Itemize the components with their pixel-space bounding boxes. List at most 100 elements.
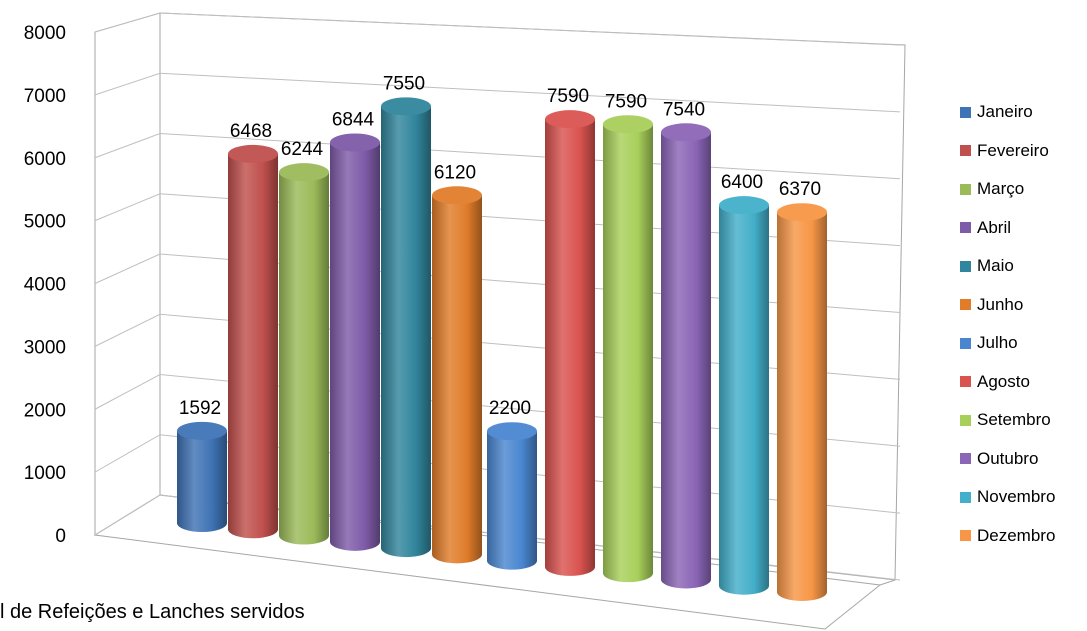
gridlines bbox=[94, 12, 901, 581]
legend-swatch bbox=[960, 491, 971, 503]
gridline bbox=[94, 373, 901, 447]
data-label: 1592 bbox=[179, 398, 221, 419]
bar-body bbox=[432, 195, 482, 564]
bar-top bbox=[381, 97, 431, 116]
bar-body bbox=[661, 132, 711, 589]
y-tick-label: 4000 bbox=[24, 275, 66, 296]
legend-swatch bbox=[960, 145, 971, 157]
y-axis-ticks: 0 1000 2000 3000 4000 5000 6000 7000 8000 bbox=[24, 23, 66, 547]
legend-label: Julho bbox=[977, 333, 1018, 353]
bar-top bbox=[432, 186, 482, 205]
legend-item-maio: Maio bbox=[960, 247, 1087, 286]
legend-label: Novembro bbox=[977, 487, 1056, 507]
bar-outubro bbox=[661, 123, 711, 589]
data-label: 6244 bbox=[281, 139, 324, 160]
legend-label: Outubro bbox=[977, 448, 1039, 468]
bar-maio bbox=[381, 97, 431, 558]
bar-body bbox=[228, 153, 278, 539]
bar-fevereiro bbox=[228, 144, 278, 539]
legend-item-agosto: Agosto bbox=[960, 363, 1087, 402]
y-tick-label: 1000 bbox=[24, 463, 66, 484]
bar-body bbox=[777, 212, 827, 601]
data-label: 7540 bbox=[663, 99, 705, 120]
legend-item-novembro: Novembro bbox=[960, 478, 1087, 517]
legend-label: Março bbox=[977, 179, 1025, 199]
legend: Janeiro Fevereiro Março Abril Maio Junho Julho… bbox=[960, 93, 1087, 555]
legend-item-setembro: Setembro bbox=[960, 401, 1087, 440]
data-label: 2200 bbox=[489, 398, 531, 419]
bar-top bbox=[661, 123, 711, 142]
bar-body bbox=[279, 172, 329, 545]
data-label: 7550 bbox=[383, 73, 425, 94]
bar-top bbox=[279, 163, 329, 182]
chart-caption: l de Refeições e Lanches servidos bbox=[0, 601, 305, 623]
y-tick-label: 0 bbox=[55, 526, 66, 547]
bar-novembro bbox=[719, 196, 769, 595]
legend-label: Dezembro bbox=[977, 525, 1056, 545]
bar-abril bbox=[330, 133, 380, 551]
data-label: 6120 bbox=[434, 162, 476, 183]
legend-item-abril: Abril bbox=[960, 209, 1087, 248]
bar-top bbox=[545, 110, 595, 129]
data-label: 7590 bbox=[547, 86, 589, 107]
gridline bbox=[94, 72, 901, 113]
bar-body bbox=[603, 124, 653, 583]
data-labels: 1592 6468 6244 6844 7550 6120 2200 7590 7590 7540… bbox=[179, 73, 821, 419]
legend-label: Junho bbox=[977, 294, 1024, 314]
bar-top bbox=[177, 421, 227, 440]
bar-body bbox=[330, 142, 380, 551]
gridline bbox=[94, 12, 901, 46]
legend-label: Janeiro bbox=[977, 102, 1033, 122]
legend-item-fevereiro: Fevereiro bbox=[960, 132, 1087, 171]
bar-body bbox=[381, 106, 431, 558]
legend-label: Maio bbox=[977, 256, 1014, 276]
data-label: 6400 bbox=[721, 172, 763, 193]
bar-janeiro bbox=[177, 421, 227, 532]
legend-swatch bbox=[960, 260, 971, 272]
legend-swatch bbox=[960, 106, 971, 118]
floor-edge bbox=[879, 579, 896, 586]
legend-item-outubro: Outubro bbox=[960, 440, 1087, 479]
legend-item-março: Março bbox=[960, 170, 1087, 209]
legend-swatch bbox=[960, 414, 971, 426]
legend-item-janeiro: Janeiro bbox=[960, 93, 1087, 132]
legend-item-julho: Julho bbox=[960, 324, 1087, 363]
bar-top bbox=[603, 115, 653, 134]
legend-swatch bbox=[960, 376, 971, 388]
y-tick-label: 8000 bbox=[24, 23, 66, 44]
legend-swatch bbox=[960, 183, 971, 195]
legend-swatch bbox=[960, 337, 971, 349]
gridline bbox=[94, 313, 901, 380]
data-label: 6844 bbox=[332, 109, 375, 130]
legend-label: Fevereiro bbox=[977, 140, 1049, 160]
bar-body bbox=[177, 430, 227, 532]
bars bbox=[177, 97, 827, 601]
gridline bbox=[94, 494, 901, 581]
bar-top bbox=[487, 422, 537, 441]
bar-body bbox=[487, 431, 537, 570]
y-tick-label: 7000 bbox=[24, 86, 66, 107]
bar-top bbox=[330, 133, 380, 152]
bar-body bbox=[719, 205, 769, 595]
legend-label: Agosto bbox=[977, 371, 1030, 391]
bar-março bbox=[279, 163, 329, 545]
gridline bbox=[94, 434, 901, 514]
bar-top bbox=[228, 144, 278, 163]
y-tick-label: 2000 bbox=[24, 400, 66, 421]
bar-setembro bbox=[603, 115, 653, 583]
bar-dezembro bbox=[777, 203, 827, 601]
y-tick-label: 5000 bbox=[24, 212, 66, 233]
legend-swatch bbox=[960, 453, 971, 465]
legend-swatch bbox=[960, 222, 971, 234]
legend-swatch bbox=[960, 530, 971, 542]
bar-top bbox=[777, 203, 827, 222]
data-label: 6468 bbox=[230, 121, 272, 142]
legend-item-dezembro: Dezembro bbox=[960, 517, 1087, 556]
bar-julho bbox=[487, 422, 537, 570]
legend-item-junho: Junho bbox=[960, 286, 1087, 325]
bar-body bbox=[545, 119, 595, 576]
gridline bbox=[94, 253, 901, 313]
bar-junho bbox=[432, 186, 482, 564]
legend-label: Setembro bbox=[977, 410, 1051, 430]
